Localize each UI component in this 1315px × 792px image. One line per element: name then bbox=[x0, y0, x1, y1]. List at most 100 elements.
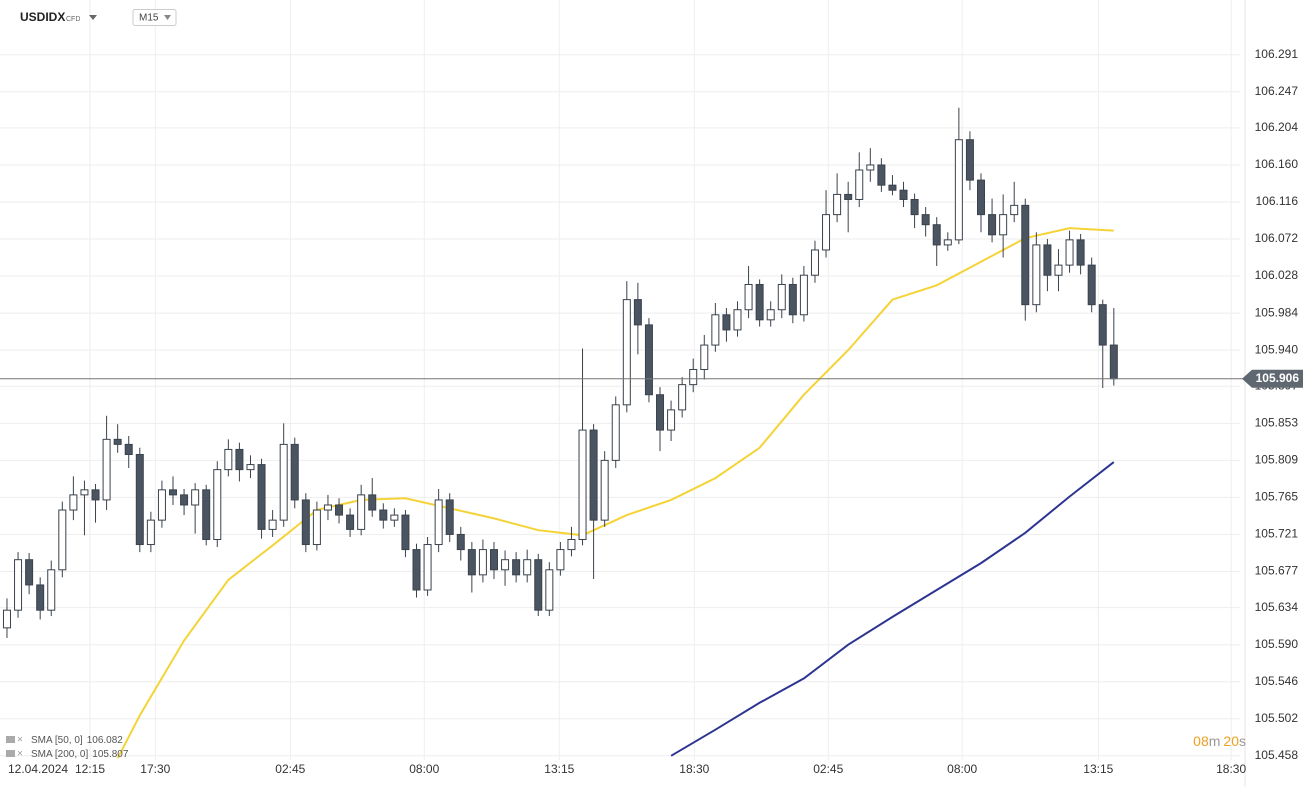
candle-body bbox=[1010, 204, 1019, 216]
legend-close[interactable]: × bbox=[17, 749, 23, 760]
dropdown-arrow[interactable] bbox=[89, 15, 97, 20]
x-tick-label: 17:30 bbox=[140, 762, 170, 776]
x-tick-label: 13:15 bbox=[544, 762, 574, 776]
candle-body bbox=[600, 459, 609, 521]
countdown-seconds: 20 bbox=[1223, 733, 1239, 749]
symbol[interactable]: USDIDX bbox=[20, 10, 65, 24]
instrument-type: CFD bbox=[66, 16, 80, 23]
candle-body bbox=[268, 519, 277, 530]
y-tick-label: 105.765 bbox=[1255, 490, 1299, 504]
candle-body bbox=[368, 494, 377, 511]
candle-body bbox=[799, 274, 808, 316]
candle-body bbox=[124, 443, 133, 455]
candle-body bbox=[379, 509, 388, 521]
candle-body bbox=[589, 429, 598, 521]
x-tick-label: 08:00 bbox=[409, 762, 439, 776]
candle-body bbox=[1043, 244, 1052, 276]
candle-body bbox=[766, 309, 775, 321]
candle-body bbox=[47, 569, 56, 611]
candle-body bbox=[69, 494, 78, 511]
legend: × SMA [50, 0] 106.082 × SMA [200, 0] 105.807 bbox=[6, 735, 129, 760]
candle-body bbox=[722, 314, 731, 331]
grid bbox=[0, 0, 1240, 760]
candle-body bbox=[346, 514, 355, 530]
y-tick-label: 106.072 bbox=[1255, 231, 1299, 245]
candle-body bbox=[611, 404, 620, 461]
candle-body bbox=[2, 609, 11, 629]
candle-body bbox=[467, 549, 476, 576]
sma-line bbox=[670, 461, 1115, 757]
candle-body bbox=[25, 559, 34, 586]
candle-body bbox=[102, 438, 111, 501]
candle-body bbox=[191, 489, 200, 506]
candle-body bbox=[622, 299, 631, 406]
timeframe[interactable]: M15 bbox=[139, 13, 159, 24]
candle-body bbox=[235, 448, 244, 471]
legend-name: SMA [50, 0] bbox=[31, 735, 83, 746]
last-price-tag bbox=[1242, 369, 1303, 388]
candle-body bbox=[1021, 204, 1030, 306]
legend-icon bbox=[6, 736, 15, 743]
y-tick-label: 105.853 bbox=[1255, 416, 1299, 430]
candle-body bbox=[855, 169, 864, 200]
candle-body bbox=[567, 538, 576, 551]
candle-body bbox=[80, 489, 89, 496]
y-tick-label: 105.721 bbox=[1255, 527, 1299, 541]
y-tick-label: 105.546 bbox=[1255, 674, 1299, 688]
candle-body bbox=[965, 139, 974, 181]
candle-body bbox=[943, 239, 952, 246]
candle-body bbox=[534, 559, 543, 611]
candle-body bbox=[157, 489, 166, 521]
candle-body bbox=[656, 394, 665, 431]
candle-body bbox=[335, 504, 344, 516]
candle-body bbox=[988, 214, 997, 236]
legend-icon bbox=[6, 750, 15, 757]
y-tick-label: 106.028 bbox=[1255, 268, 1299, 282]
candle-body bbox=[888, 184, 897, 191]
countdown-unit: s bbox=[1239, 733, 1246, 749]
candle-body bbox=[445, 499, 454, 535]
candle-body bbox=[1098, 304, 1107, 346]
candle-body bbox=[1109, 344, 1118, 380]
candle-body bbox=[401, 514, 410, 551]
candle-body bbox=[921, 214, 930, 226]
candle-body bbox=[412, 549, 421, 591]
candle-body bbox=[1065, 239, 1074, 266]
candle-body bbox=[456, 533, 465, 551]
dropdown-arrow[interactable] bbox=[164, 15, 171, 20]
candle-body bbox=[36, 584, 45, 611]
candle-body bbox=[556, 549, 565, 571]
candle-body bbox=[633, 299, 642, 326]
candle-body bbox=[501, 559, 510, 571]
candle-body bbox=[512, 559, 521, 576]
x-tick-label: 12:15 bbox=[75, 762, 105, 776]
y-tick-label: 105.809 bbox=[1255, 453, 1299, 467]
candle-body bbox=[478, 549, 487, 576]
y-tick-label: 105.590 bbox=[1255, 637, 1299, 651]
candle-body bbox=[733, 309, 742, 331]
candle-body bbox=[744, 283, 753, 311]
y-tick-label: 106.247 bbox=[1255, 84, 1299, 98]
candle-body bbox=[833, 193, 842, 216]
y-tick-label: 105.634 bbox=[1255, 600, 1299, 614]
candle-body bbox=[976, 179, 985, 216]
candle-body bbox=[932, 224, 941, 246]
timeframe-box[interactable] bbox=[132, 9, 177, 26]
candle-body bbox=[866, 164, 875, 171]
candle-body bbox=[180, 494, 189, 506]
candle-body bbox=[390, 514, 399, 521]
candle-body bbox=[1087, 264, 1096, 306]
candle-body bbox=[91, 489, 100, 501]
candle-body bbox=[810, 249, 819, 276]
candle-body bbox=[545, 569, 554, 611]
candle-body bbox=[678, 384, 687, 411]
candles bbox=[2, 107, 1118, 638]
candle-body bbox=[14, 559, 23, 611]
candle-body bbox=[689, 368, 698, 386]
y-tick-label: 106.204 bbox=[1255, 120, 1299, 134]
candle-body bbox=[213, 469, 222, 540]
legend-close[interactable]: × bbox=[17, 735, 23, 746]
x-tick-label: 13:15 bbox=[1083, 762, 1113, 776]
